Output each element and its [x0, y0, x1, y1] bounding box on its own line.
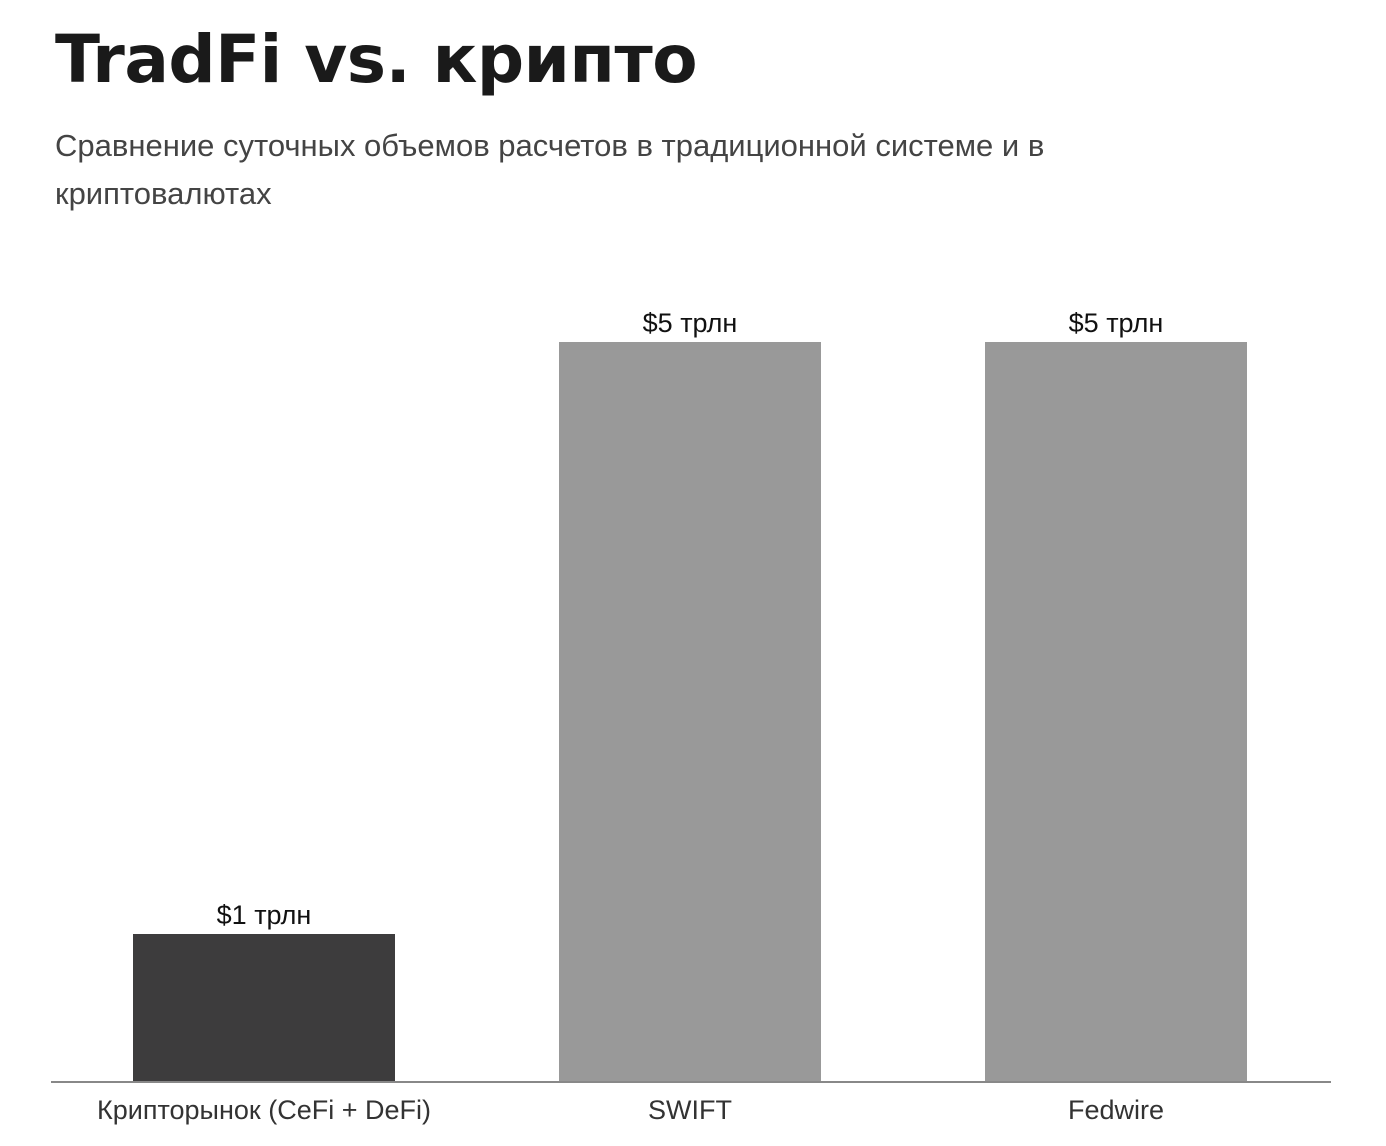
value-label-0: $1 трлн	[217, 900, 312, 930]
category-label-1: SWIFT	[648, 1095, 732, 1125]
category-label-0: Крипторынок (CeFi + DeFi)	[97, 1095, 431, 1125]
bar-2	[985, 342, 1247, 1082]
bar-0	[133, 934, 395, 1082]
bars-group	[133, 342, 1247, 1082]
bar-1	[559, 342, 821, 1082]
value-label-1: $5 трлн	[643, 308, 738, 338]
category-label-2: Fedwire	[1068, 1095, 1164, 1125]
category-labels-group: Крипторынок (CeFi + DeFi) SWIFT Fedwire	[97, 1095, 1164, 1125]
value-label-2: $5 трлн	[1069, 308, 1164, 338]
